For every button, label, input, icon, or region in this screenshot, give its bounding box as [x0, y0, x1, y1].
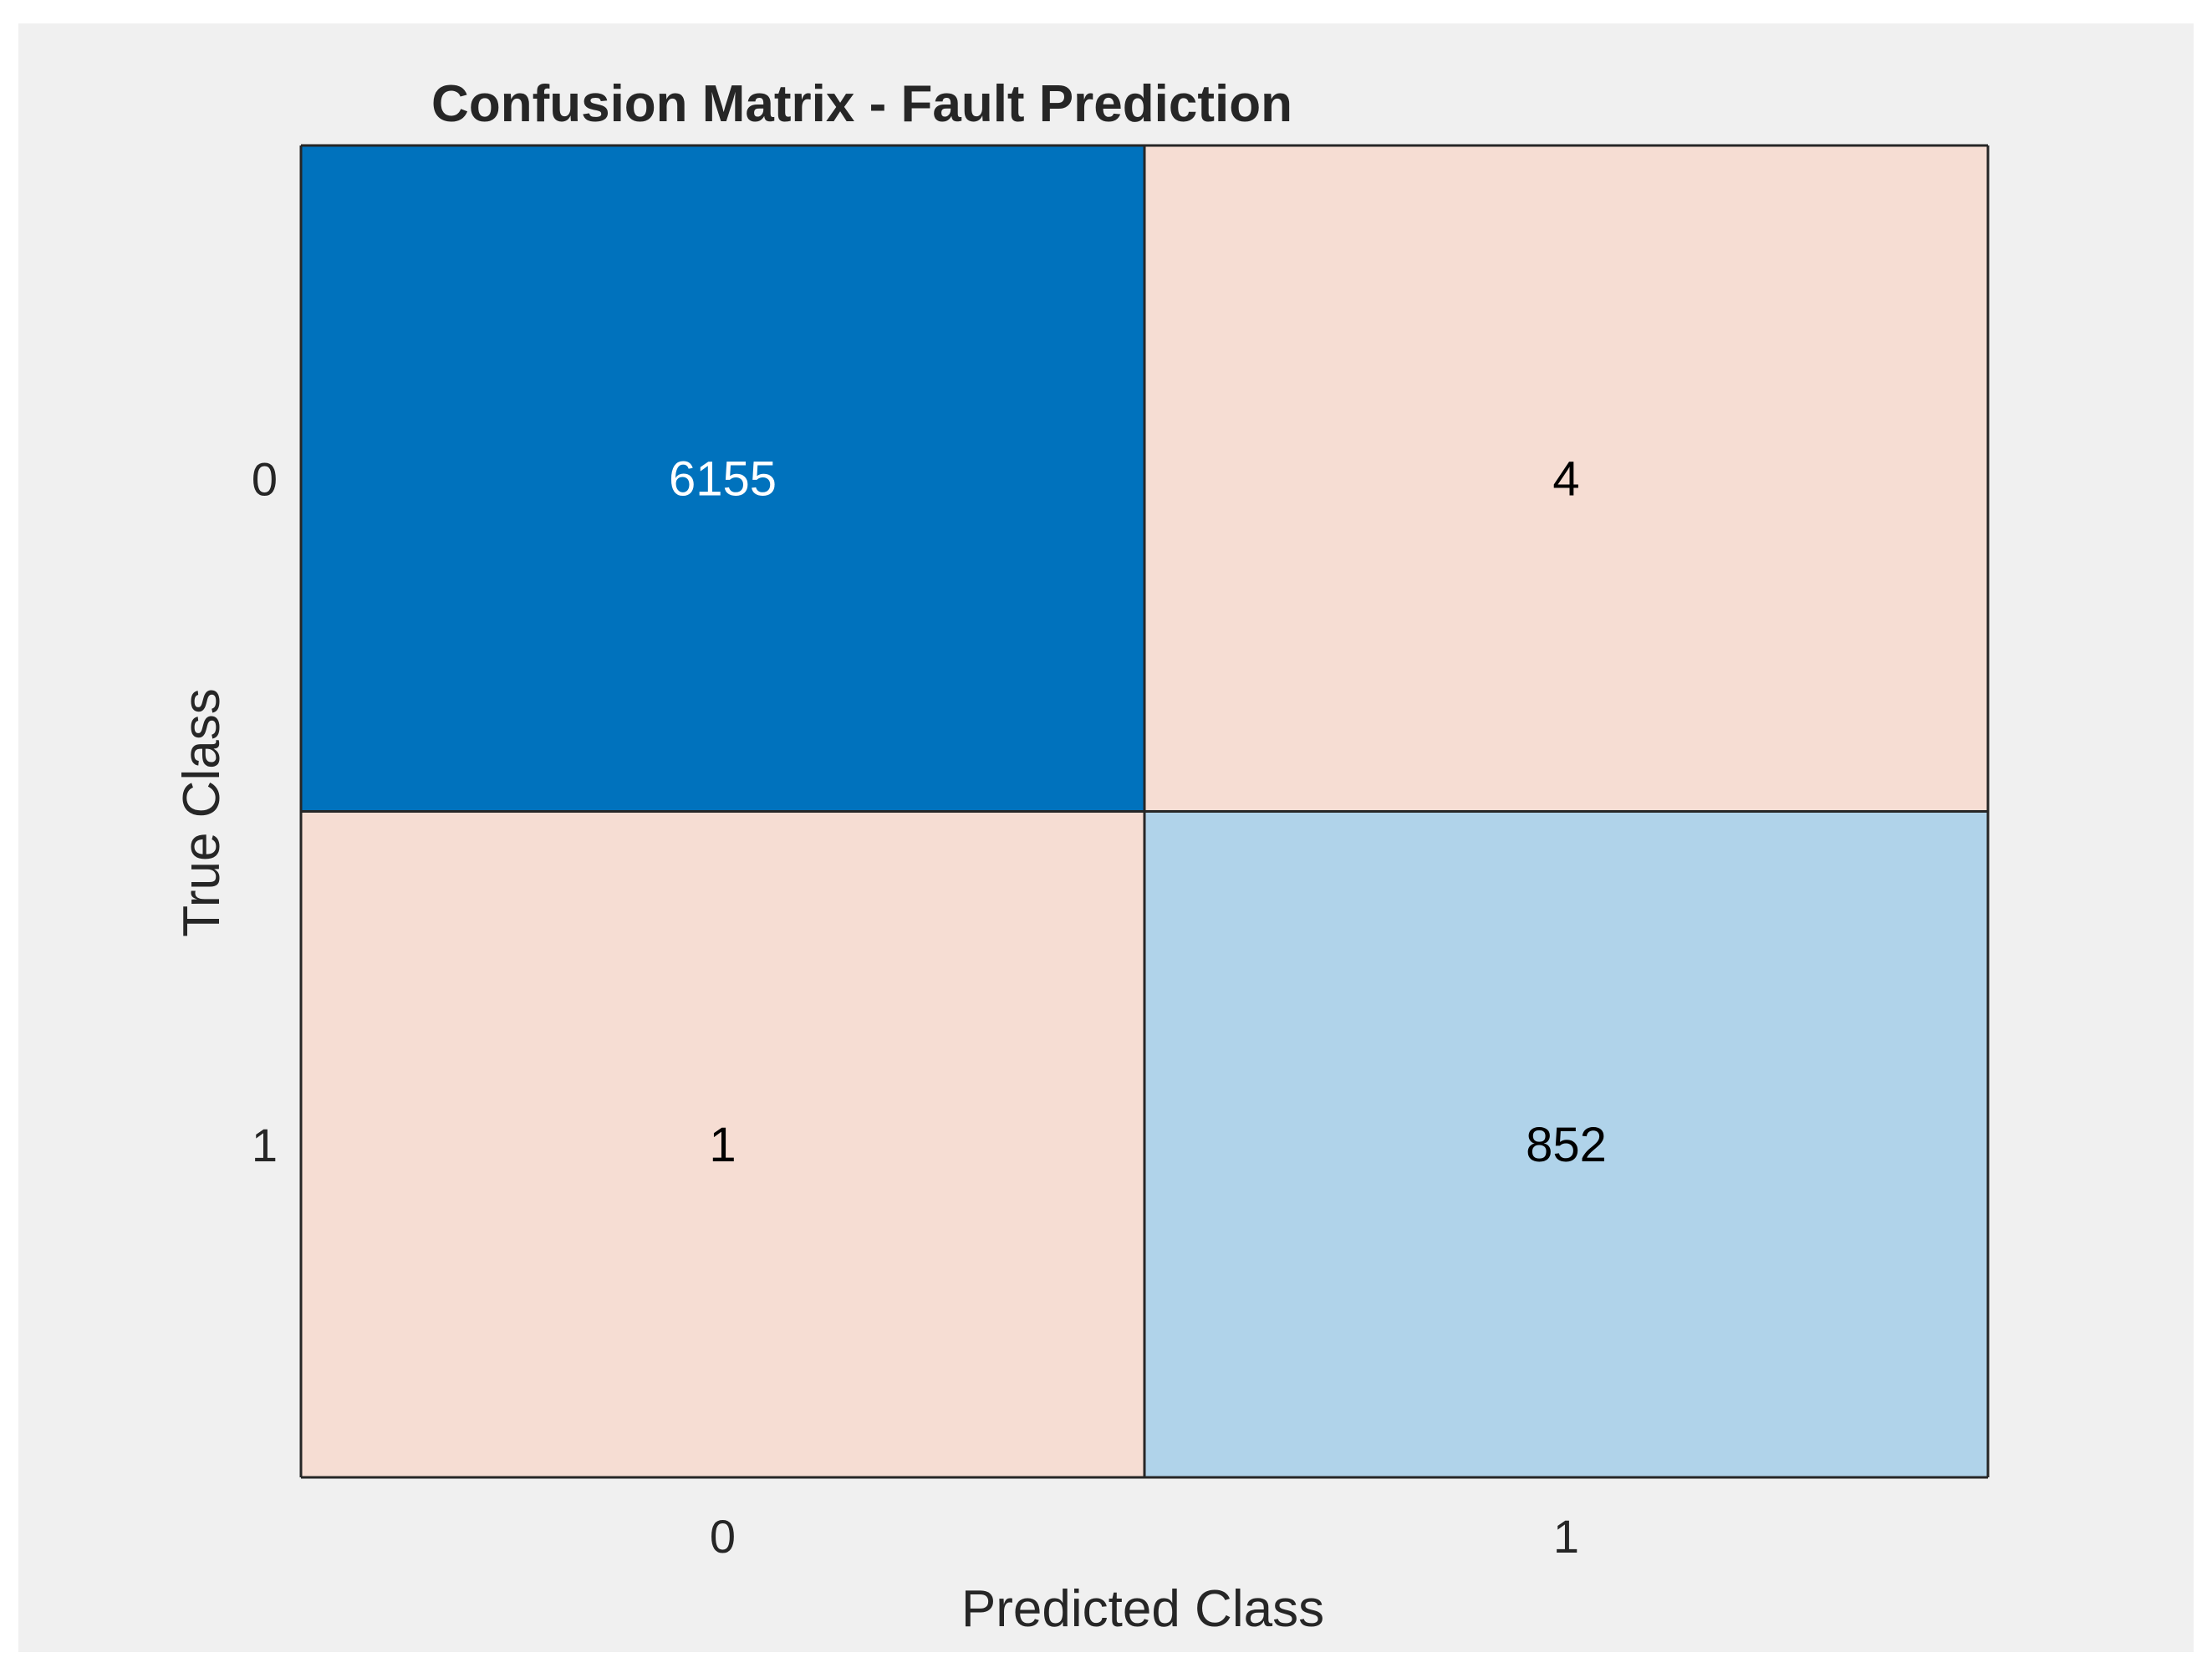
cell-value-r0-c1: 4: [1552, 451, 1579, 506]
matrix-cell-r0-c1: [1144, 145, 1988, 812]
chart-title: Confusion Matrix - Fault Prediction: [431, 75, 1292, 133]
x-axis-label: Predicted Class: [961, 1580, 1324, 1638]
cell-value-r1-c0: 1: [709, 1118, 736, 1172]
y-tick-label-1: 1: [252, 1119, 278, 1171]
x-tick-label-1: 1: [1553, 1510, 1579, 1563]
matrix-cell-r1-c1: [1144, 811, 1988, 1477]
y-tick-label-0: 0: [252, 452, 278, 505]
y-axis-label: True Class: [173, 688, 231, 936]
cell-value-r0-c0: 6155: [669, 451, 777, 506]
axis-ticks: 0 1 0 1: [252, 452, 1579, 1563]
matrix-cells: 6155 4 1 852: [301, 145, 1988, 1477]
matrix-cell-r1-c0: [301, 811, 1144, 1477]
matrix-grid: [299, 144, 1990, 1479]
matrix-cell-r0-c0: [301, 145, 1144, 812]
x-tick-label-0: 0: [710, 1510, 736, 1563]
cell-value-r1-c1: 852: [1526, 1118, 1607, 1172]
